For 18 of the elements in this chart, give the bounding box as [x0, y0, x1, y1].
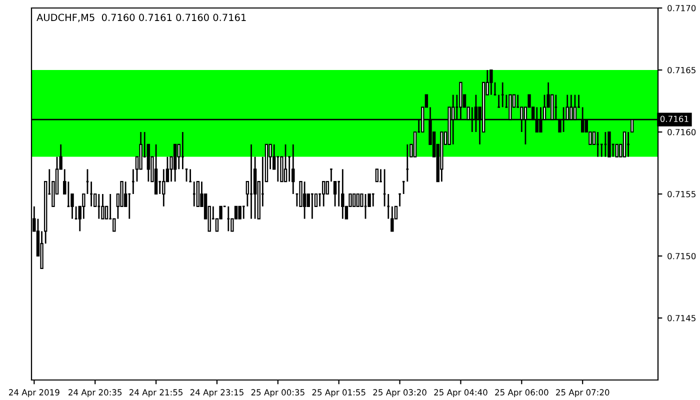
y-tick-label: 0.7150 — [668, 252, 696, 260]
x-tick-label: 25 Apr 07:20 — [556, 389, 610, 398]
ref-line-label: 0.7161 — [660, 116, 688, 122]
x-tick-label: 25 Apr 04:40 — [434, 389, 488, 398]
x-tick-label: 25 Apr 03:20 — [373, 389, 426, 398]
y-tick-label: 0.7145 — [668, 314, 696, 322]
x-tick-label: 24 Apr 2019 — [9, 389, 60, 398]
x-tick-label: 24 Apr 21:55 — [129, 389, 182, 398]
x-tick-label: 25 Apr 01:55 — [312, 389, 366, 398]
x-tick-label: 24 Apr 20:35 — [68, 389, 122, 398]
y-tick-label: 0.7160 — [668, 128, 696, 136]
y-tick-label: 0.7170 — [668, 4, 696, 12]
x-tick-label: 25 Apr 00:35 — [251, 389, 304, 398]
y-tick-label: 0.7155 — [668, 190, 696, 198]
x-tick-label: 25 Apr 06:00 — [495, 389, 548, 398]
x-tick-label: 24 Apr 23:15 — [190, 389, 244, 398]
y-tick-label: 0.7165 — [668, 66, 696, 74]
text: AUDCHF,M5 0.7160 0.7161 0.7160 0.7161 — [36, 14, 246, 22]
